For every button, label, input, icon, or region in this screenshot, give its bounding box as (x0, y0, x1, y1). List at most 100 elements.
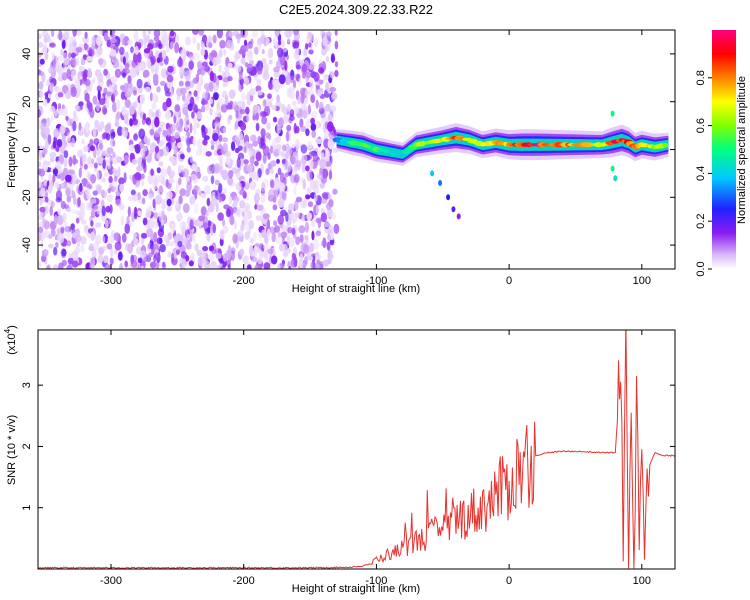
noise-cell (134, 45, 139, 55)
noise-cell (276, 144, 282, 150)
snr-y-ticks: 1 2 3 (21, 382, 675, 511)
noise-cell (57, 92, 64, 98)
noise-cell (124, 99, 131, 108)
noise-cell (211, 249, 217, 255)
noise-cell (190, 173, 197, 180)
noise-cell (121, 39, 125, 46)
noise-cell (56, 138, 63, 148)
noise-cell (310, 117, 315, 125)
noise-cell (119, 46, 125, 56)
noise-cell (61, 39, 66, 50)
noise-cell (228, 169, 234, 179)
noise-cell (52, 264, 59, 269)
noise-cell (196, 111, 203, 120)
noise-cell (311, 230, 315, 241)
noise-cell (323, 222, 331, 228)
noise-cell (246, 163, 253, 173)
noise-cell (51, 51, 55, 60)
noise-cell (132, 158, 138, 165)
noise-cell (149, 92, 153, 102)
noise-cell (153, 30, 161, 38)
noise-cell (320, 212, 328, 223)
noise-cell (109, 257, 114, 265)
spectrogram-x-ticks: -300 -200 -100 0 100 (100, 30, 651, 287)
noise-cell (219, 237, 224, 247)
colorbar-tick-label: 0.4 (695, 166, 707, 181)
noise-cell (156, 167, 161, 174)
noise-cell (277, 167, 282, 176)
noise-cell (176, 213, 183, 221)
noise-cell (175, 249, 180, 255)
noise-cell (199, 67, 206, 76)
noise-cell (328, 130, 335, 139)
noise-cell (52, 140, 57, 149)
noise-cell (71, 250, 79, 259)
noise-cell (208, 42, 213, 49)
noise-cell (271, 105, 277, 111)
noise-cell (321, 48, 327, 56)
noise-cell (218, 183, 223, 194)
noise-cell (246, 99, 252, 106)
noise-cell (192, 235, 196, 244)
noise-cell (308, 42, 312, 48)
noise-cell (243, 159, 249, 165)
noise-cell (177, 142, 183, 149)
noise-cell (300, 144, 308, 154)
noise-cell (121, 126, 126, 137)
noise-cell (38, 233, 42, 242)
noise-cell (193, 124, 197, 136)
noise-cell (244, 231, 250, 240)
noise-cell (327, 113, 333, 122)
noise-cell (297, 96, 301, 105)
noise-cell (75, 104, 79, 111)
noise-cell (103, 68, 108, 76)
noise-cell (39, 206, 47, 213)
noise-cell (131, 211, 135, 223)
noise-cell (84, 31, 88, 39)
noise-cell (263, 243, 270, 250)
noise-cell (294, 199, 299, 211)
noise-cell (218, 49, 223, 58)
noise-cell (86, 99, 91, 109)
noise-cell (38, 161, 42, 168)
noise-cell (156, 57, 161, 64)
noise-cell (108, 175, 113, 184)
tail-cell (451, 206, 456, 213)
noise-cell (239, 200, 246, 209)
noise-cell (196, 122, 200, 129)
noise-cell (80, 236, 87, 245)
noise-cell (68, 46, 72, 53)
y-tick-label: 1 (21, 505, 33, 511)
noise-cell (66, 230, 72, 241)
noise-cell (237, 100, 245, 107)
noise-cell (287, 226, 293, 234)
noise-cell (278, 74, 286, 85)
noise-cell (261, 116, 268, 125)
y-tick-label: -20 (21, 189, 33, 205)
noise-cell (178, 177, 182, 186)
noise-cell (57, 208, 61, 216)
noise-cell (60, 144, 65, 154)
noise-cell (133, 52, 138, 63)
noise-cell (328, 193, 332, 200)
noise-cell (280, 151, 285, 157)
noise-cell (38, 33, 42, 40)
noise-cell (113, 232, 120, 242)
noise-cell (256, 65, 263, 75)
noise-cell (186, 233, 191, 240)
noise-cell (82, 36, 89, 44)
noise-cell (286, 248, 291, 254)
noise-cell (93, 241, 100, 252)
noise-cell (158, 127, 162, 133)
noise-cell (208, 98, 213, 105)
snr-series-line (38, 330, 675, 569)
colorbar-gradient (712, 30, 736, 269)
noise-cell (273, 66, 280, 73)
noise-cell (44, 205, 49, 215)
noise-cell (76, 57, 80, 66)
noise-cell (43, 163, 48, 172)
noise-cell (292, 41, 300, 49)
tail-cell (438, 180, 443, 186)
noise-cell (38, 261, 42, 269)
noise-cell (138, 63, 144, 72)
